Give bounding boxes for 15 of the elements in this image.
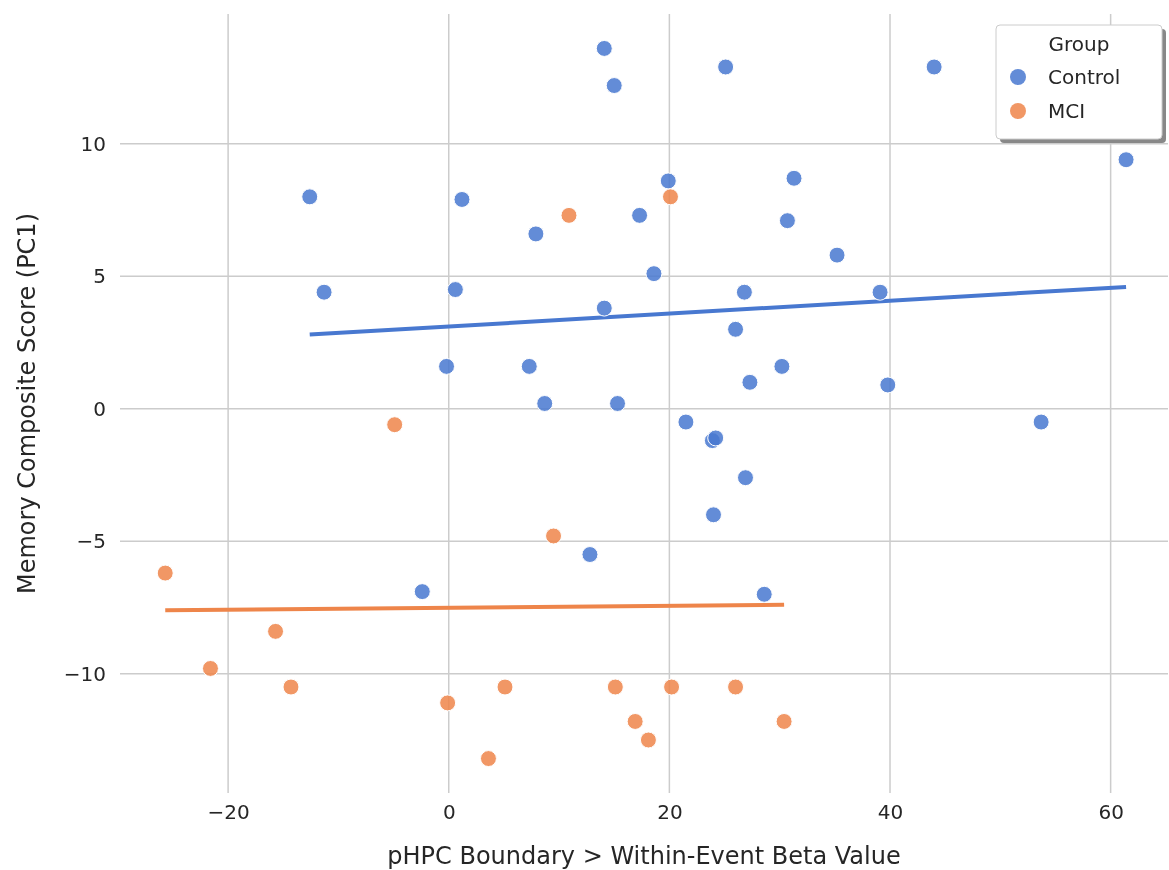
y-tick-label: 0 xyxy=(93,396,106,421)
x-tick-label: −20 xyxy=(207,800,250,825)
x-tick-label: 60 xyxy=(1098,800,1124,825)
y-tick-label: 5 xyxy=(93,264,106,289)
y-tick-label: 10 xyxy=(80,131,106,156)
x-tick-label: 40 xyxy=(877,800,904,825)
legend-label: MCI xyxy=(1048,99,1086,123)
x-tick-label: 0 xyxy=(442,800,456,825)
x-axis-title: pHPC Boundary > Within-Event Beta Value xyxy=(387,842,901,870)
legend-title: Group xyxy=(1048,32,1110,56)
legend-label: Control xyxy=(1048,65,1121,89)
x-tick-label: 20 xyxy=(657,800,683,825)
y-axis-title: Memory Composite Score (PC1) xyxy=(13,212,41,595)
y-tick-label: −5 xyxy=(76,529,106,554)
y-tick-label: −10 xyxy=(63,661,106,686)
